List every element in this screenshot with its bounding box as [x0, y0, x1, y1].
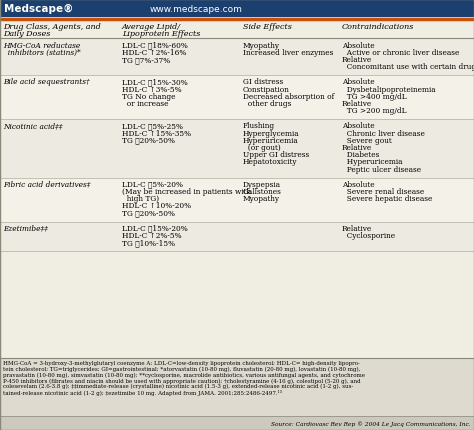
- Text: Drug Class, Agents, and: Drug Class, Agents, and: [3, 22, 101, 31]
- Text: HDL-C ↑2%-5%: HDL-C ↑2%-5%: [122, 231, 182, 240]
- Bar: [0, 76, 474, 120]
- Text: Hyperuricemia: Hyperuricemia: [342, 158, 402, 166]
- Text: LDL-C ↇ15%-20%: LDL-C ↇ15%-20%: [122, 224, 188, 232]
- Bar: [0, 40, 474, 76]
- Text: HDL-C ↑3%-5%: HDL-C ↑3%-5%: [122, 85, 182, 93]
- Text: Relative: Relative: [342, 144, 372, 151]
- Text: Medscape®: Medscape®: [4, 4, 73, 14]
- Text: HMG-CoA reductase: HMG-CoA reductase: [3, 41, 80, 49]
- Text: Hyperuricemia: Hyperuricemia: [243, 136, 299, 144]
- Text: Absolute: Absolute: [342, 122, 374, 130]
- Text: LDL-C ↇ5%-25%: LDL-C ↇ5%-25%: [122, 122, 183, 130]
- Text: Severe hepatic disease: Severe hepatic disease: [342, 195, 432, 203]
- Text: Daily Doses: Daily Doses: [3, 30, 50, 38]
- Bar: [0, 178, 474, 222]
- Text: Peptic ulcer disease: Peptic ulcer disease: [342, 165, 421, 173]
- Text: Relative: Relative: [342, 100, 372, 108]
- Bar: [0, 358, 474, 416]
- Text: P-450 inhibitors (fibrates and niacin should be used with appropriate caution); : P-450 inhibitors (fibrates and niacin sh…: [3, 378, 361, 383]
- Text: Hepatotoxicity: Hepatotoxicity: [243, 158, 298, 166]
- Text: www.medscape.com: www.medscape.com: [150, 4, 243, 13]
- Text: pravastatin (10-80 mg), simvastatin (10-80 mg); **cyclosporine, macrolide antibi: pravastatin (10-80 mg), simvastatin (10-…: [3, 372, 365, 377]
- Text: inhibitors (statins)*: inhibitors (statins)*: [3, 49, 81, 57]
- Text: Increased liver enzymes: Increased liver enzymes: [243, 49, 333, 57]
- Text: TG ↇ20%-50%: TG ↇ20%-50%: [122, 209, 175, 217]
- Bar: [0, 120, 474, 178]
- Text: colesevelam (2.6-3.8 g); ‡‡immediate-release (crystalline) nicotinic acid (1.5-3: colesevelam (2.6-3.8 g); ‡‡immediate-rel…: [3, 383, 353, 389]
- Text: Source: Cardiovasc Rev Rep © 2004 Le Jacq Communications, Inc.: Source: Cardiovasc Rev Rep © 2004 Le Jac…: [272, 420, 471, 426]
- Text: HDL-C ↑2%-16%: HDL-C ↑2%-16%: [122, 49, 186, 57]
- Bar: [0, 0, 474, 18]
- Text: Diabetes: Diabetes: [342, 151, 379, 159]
- Text: Relative: Relative: [342, 56, 372, 64]
- Text: Myopathy: Myopathy: [243, 41, 280, 49]
- Text: high TG): high TG): [122, 195, 159, 203]
- Text: Side Effects: Side Effects: [243, 22, 292, 31]
- Text: (or gout): (or gout): [243, 144, 281, 151]
- Text: Hyperglycemia: Hyperglycemia: [243, 129, 300, 137]
- Text: Ezetimibe‡‡: Ezetimibe‡‡: [3, 224, 48, 232]
- Bar: [0, 21, 474, 358]
- Text: Gallstones: Gallstones: [243, 187, 282, 196]
- Text: tained-release nicotinic acid (1-2 g); ‡ezetimibe 10 mg. Adapted from JAMA. 2001: tained-release nicotinic acid (1-2 g); ‡…: [3, 389, 282, 395]
- Text: TG ↇ10%-15%: TG ↇ10%-15%: [122, 239, 175, 246]
- Text: Average Lipid/: Average Lipid/: [122, 22, 181, 31]
- Text: Contraindications: Contraindications: [342, 22, 414, 31]
- Text: Severe renal disease: Severe renal disease: [342, 187, 424, 196]
- Text: Constipation: Constipation: [243, 85, 290, 93]
- Text: or increase: or increase: [122, 100, 168, 108]
- Text: Concomitant use with certain drugs**: Concomitant use with certain drugs**: [342, 63, 474, 71]
- Text: Flushing: Flushing: [243, 122, 275, 130]
- Text: Dyspepsia: Dyspepsia: [243, 180, 281, 188]
- Text: Myopathy: Myopathy: [243, 195, 280, 203]
- Text: other drugs: other drugs: [243, 100, 292, 108]
- Text: LDL-C ↇ18%-60%: LDL-C ↇ18%-60%: [122, 41, 188, 49]
- Text: LDL-C ↇ15%-30%: LDL-C ↇ15%-30%: [122, 78, 188, 86]
- Text: TG >400 mg/dL: TG >400 mg/dL: [342, 92, 407, 101]
- Text: Bile acid sequestrants†: Bile acid sequestrants†: [3, 78, 90, 86]
- Bar: [0, 416, 474, 430]
- Text: Absolute: Absolute: [342, 78, 374, 86]
- Text: TG ↇ20%-50%: TG ↇ20%-50%: [122, 136, 175, 144]
- Text: TG >200 mg/dL: TG >200 mg/dL: [342, 107, 407, 115]
- Text: Absolute: Absolute: [342, 41, 374, 49]
- Text: (May be increased in patients with: (May be increased in patients with: [122, 187, 251, 196]
- Text: HDL-C ↑15%-35%: HDL-C ↑15%-35%: [122, 129, 191, 137]
- Text: Dysbetalipoproteinemia: Dysbetalipoproteinemia: [342, 85, 436, 93]
- Text: TG No change: TG No change: [122, 92, 175, 101]
- Text: Upper GI distress: Upper GI distress: [243, 151, 309, 159]
- Text: Absolute: Absolute: [342, 180, 374, 188]
- Text: tein cholesterol; TG=triglycerides; GI=gastrointestinal; *atorvastatin (10-80 mg: tein cholesterol; TG=triglycerides; GI=g…: [3, 366, 360, 371]
- Text: Active or chronic liver disease: Active or chronic liver disease: [342, 49, 459, 57]
- Bar: [0, 222, 474, 252]
- Text: Fibric acid derivatives‡: Fibric acid derivatives‡: [3, 180, 91, 188]
- Text: GI distress: GI distress: [243, 78, 283, 86]
- Text: Nicotinic acid‡‡: Nicotinic acid‡‡: [3, 122, 63, 130]
- Text: LDL-C ↇ5%-20%: LDL-C ↇ5%-20%: [122, 180, 183, 188]
- Text: Relative: Relative: [342, 224, 372, 232]
- Text: Lipoprotein Effects: Lipoprotein Effects: [122, 30, 201, 38]
- Text: Severe gout: Severe gout: [342, 136, 392, 144]
- Text: Decreased absorption of: Decreased absorption of: [243, 92, 334, 101]
- Text: Chronic liver disease: Chronic liver disease: [342, 129, 425, 137]
- Text: HDL-C ↑10%-20%: HDL-C ↑10%-20%: [122, 202, 191, 210]
- Text: TG ↇ7%-37%: TG ↇ7%-37%: [122, 56, 170, 64]
- Text: Cyclosporine: Cyclosporine: [342, 231, 395, 240]
- Text: HMG-CoA = 3-hydroxy-3-methylglutaryl coenzyme A; LDL-C=low-density lipoprotein c: HMG-CoA = 3-hydroxy-3-methylglutaryl coe…: [3, 360, 360, 365]
